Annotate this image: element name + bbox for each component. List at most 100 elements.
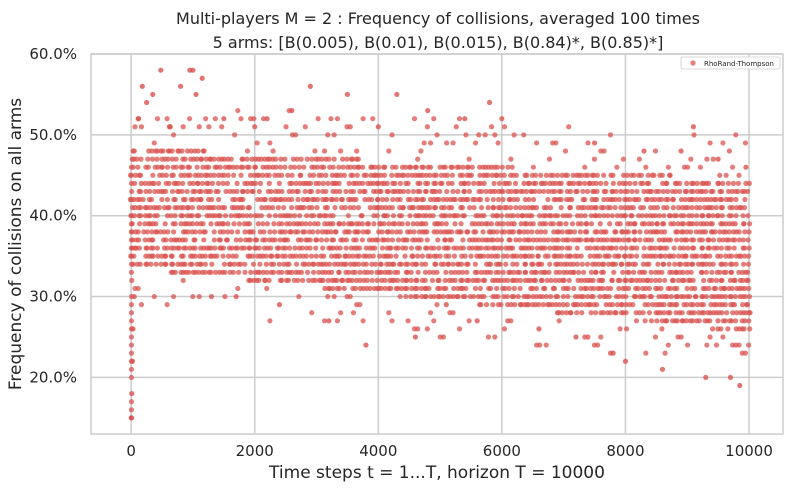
scatter-point: [578, 213, 584, 219]
scatter-point: [551, 229, 557, 235]
scatter-point: [465, 229, 471, 235]
scatter-point: [431, 318, 437, 324]
scatter-point: [400, 188, 407, 195]
data-point: [144, 99, 150, 106]
scatter-point: [282, 253, 288, 259]
scatter-point: [526, 237, 533, 243]
scatter-point: [350, 310, 357, 316]
scatter-point: [229, 245, 235, 251]
scatter-point: [646, 180, 652, 186]
scatter-point: [314, 205, 320, 211]
scatter-point: [225, 172, 231, 178]
scatter-point: [452, 221, 458, 227]
scatter-point: [128, 180, 135, 186]
data-point: [363, 342, 369, 348]
scatter-point: [501, 172, 507, 178]
scatter-point: [233, 253, 239, 259]
scatter-point: [629, 253, 635, 259]
scatter-point: [149, 156, 156, 162]
scatter-point: [658, 285, 664, 292]
scatter-point: [719, 277, 725, 283]
scatter-point: [582, 213, 588, 219]
scatter-point: [154, 245, 161, 251]
scatter-point: [699, 269, 705, 275]
scatter-point: [539, 277, 545, 283]
scatter-point: [306, 277, 312, 283]
scatter-point: [257, 229, 263, 235]
scatter-point: [626, 261, 632, 267]
scatter-point: [128, 261, 135, 267]
scatter-point: [529, 245, 535, 251]
scatter-point: [212, 269, 219, 275]
scatter-point: [422, 261, 429, 267]
scatter-point: [500, 221, 506, 227]
scatter-point: [577, 229, 583, 235]
scatter-point: [706, 213, 712, 219]
scatter-point: [485, 172, 491, 178]
scatter-point: [667, 285, 674, 292]
scatter-point: [449, 205, 455, 211]
scatter-point: [706, 285, 712, 292]
scatter-point: [233, 237, 239, 243]
scatter-point: [656, 188, 662, 195]
scatter-point: [724, 310, 730, 316]
scatter-point: [472, 285, 479, 292]
scatter-point: [360, 164, 366, 170]
scatter-point: [717, 172, 723, 178]
scatter-point: [684, 269, 690, 275]
scatter-point: [283, 124, 289, 130]
scatter-point: [138, 156, 144, 162]
scatter-point: [729, 261, 735, 267]
scatter-point: [640, 205, 647, 211]
scatter-point: [128, 334, 135, 340]
data-point: [746, 310, 752, 316]
scatter-point: [325, 180, 331, 186]
scatter-point: [590, 277, 596, 283]
scatter-point: [459, 269, 466, 275]
scatter-point: [408, 277, 414, 283]
scatter-point: [723, 261, 729, 267]
scatter-point: [563, 221, 569, 227]
scatter-point: [128, 310, 135, 316]
scatter-point: [263, 253, 269, 259]
scatter-point: [163, 237, 169, 243]
scatter-point: [238, 116, 244, 122]
scatter-point: [742, 285, 748, 292]
scatter-point: [502, 285, 508, 292]
scatter-point: [725, 326, 731, 332]
scatter-point: [340, 277, 346, 283]
scatter-point: [404, 285, 410, 292]
scatter-point: [697, 164, 704, 170]
scatter-point: [593, 180, 599, 186]
scatter-point: [710, 156, 716, 162]
scatter-point: [514, 253, 520, 259]
scatter-point: [307, 172, 313, 178]
scatter-point: [410, 205, 417, 211]
scatter-point: [654, 205, 661, 211]
scatter-point: [194, 164, 200, 170]
scatter-point: [584, 261, 591, 267]
scatter-point: [597, 253, 603, 259]
scatter-point: [707, 140, 713, 146]
scatter-point: [172, 196, 178, 203]
scatter-point: [672, 261, 678, 267]
scatter-point: [363, 245, 369, 251]
scatter-point: [321, 164, 327, 170]
scatter-point: [200, 164, 206, 170]
scatter-point: [336, 180, 342, 186]
scatter-point: [219, 124, 225, 130]
scatter-point: [408, 245, 415, 251]
scatter-point: [211, 156, 217, 162]
scatter-point: [142, 221, 148, 227]
scatter-point: [194, 156, 200, 162]
scatter-point: [419, 261, 425, 267]
scatter-point: [736, 269, 742, 275]
scatter-point: [352, 285, 359, 292]
scatter-point: [231, 261, 237, 267]
data-point: [131, 293, 137, 300]
scatter-point: [331, 156, 337, 162]
scatter-point: [254, 140, 260, 146]
scatter-point: [149, 229, 155, 235]
scatter-point: [652, 334, 659, 340]
scatter-point: [355, 205, 362, 211]
